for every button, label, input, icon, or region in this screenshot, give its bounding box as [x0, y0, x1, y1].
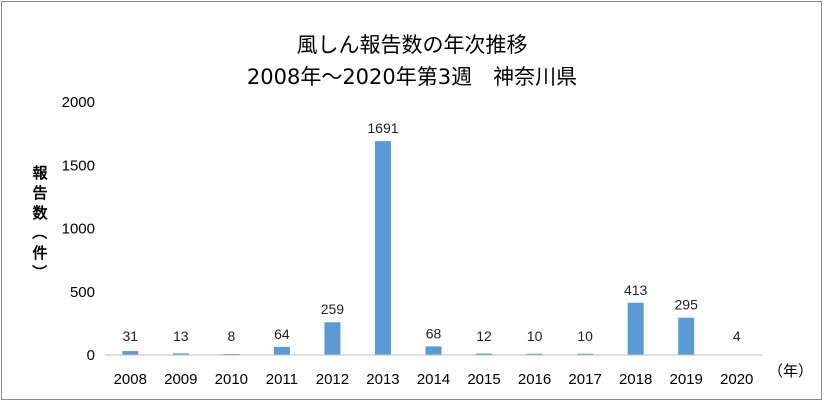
- data-label-2014: 68: [426, 325, 442, 341]
- y-axis-label-char: ）: [30, 264, 48, 279]
- data-label-2013: 1691: [367, 120, 398, 136]
- bar-2017: [577, 353, 594, 355]
- y-axis-label-char: 件: [32, 244, 47, 262]
- bar-2014: [425, 346, 442, 355]
- x-tick-label: 2016: [518, 371, 551, 388]
- y-axis-label-char: 告: [32, 184, 47, 202]
- y-axis-label-char: （: [30, 224, 48, 239]
- y-tick-label: 1500: [62, 157, 95, 174]
- x-tick-label: 2013: [366, 371, 399, 388]
- x-tick-label: 2014: [417, 371, 450, 388]
- data-label-2012: 259: [321, 301, 345, 317]
- data-label-2010: 8: [227, 328, 235, 344]
- x-tick-label: 2015: [467, 371, 500, 388]
- x-tick-label: 2018: [619, 371, 652, 388]
- x-tick-label: 2012: [316, 371, 349, 388]
- x-tick-label: 2011: [266, 371, 298, 388]
- y-axis-label: 報告数 （ 件 ）: [30, 164, 48, 280]
- x-tick-label: 2010: [215, 371, 248, 388]
- data-label-2016: 10: [527, 328, 543, 344]
- bar-2012: [324, 322, 341, 355]
- x-tick-label: 2020: [720, 371, 753, 388]
- bar-2015: [476, 353, 493, 355]
- bar-2018: [627, 302, 644, 355]
- bar-2008: [122, 351, 139, 355]
- data-label-2008: 31: [122, 328, 138, 344]
- bar-2009: [172, 353, 189, 355]
- data-label-2019: 295: [675, 297, 699, 313]
- bars: 31 13 8 64 259 1691 68 12 10 10 413 295 4: [122, 120, 745, 355]
- bar-2013: [374, 141, 391, 355]
- bar-2016: [526, 353, 543, 355]
- y-tick-label: 500: [70, 284, 95, 301]
- y-axis-label-char: 報: [32, 164, 48, 182]
- data-label-2009: 13: [173, 328, 189, 344]
- y-axis: 0 500 1000 1500 2000: [62, 94, 95, 364]
- y-tick-label: 1000: [62, 221, 95, 238]
- y-tick-label: 2000: [62, 94, 95, 111]
- bar-2011: [273, 346, 290, 355]
- bar-2010: [223, 353, 240, 355]
- data-label-2020: 4: [733, 328, 741, 344]
- bar-2019: [678, 317, 695, 355]
- x-tick-label: 2009: [164, 371, 197, 388]
- x-tick-label: 2017: [568, 371, 601, 388]
- chart-title: 風しん報告数の年次推移: [297, 33, 528, 57]
- x-tick-label: 2019: [670, 371, 703, 388]
- x-axis-unit: （年）: [768, 362, 813, 380]
- y-tick-label: 0: [87, 347, 95, 364]
- y-axis-label-char: 数: [32, 204, 48, 222]
- chart-subtitle: 2008年～2020年第3週 神奈川県: [247, 65, 577, 89]
- data-label-2017: 10: [577, 328, 593, 344]
- data-label-2015: 12: [476, 328, 492, 344]
- x-axis: 2008 2009 2010 2011 2012 2013 2014 2015 2016 2017…: [105, 354, 762, 388]
- data-label-2018: 413: [624, 282, 648, 298]
- data-label-2011: 64: [274, 326, 290, 342]
- x-tick-label: 2008: [114, 371, 147, 388]
